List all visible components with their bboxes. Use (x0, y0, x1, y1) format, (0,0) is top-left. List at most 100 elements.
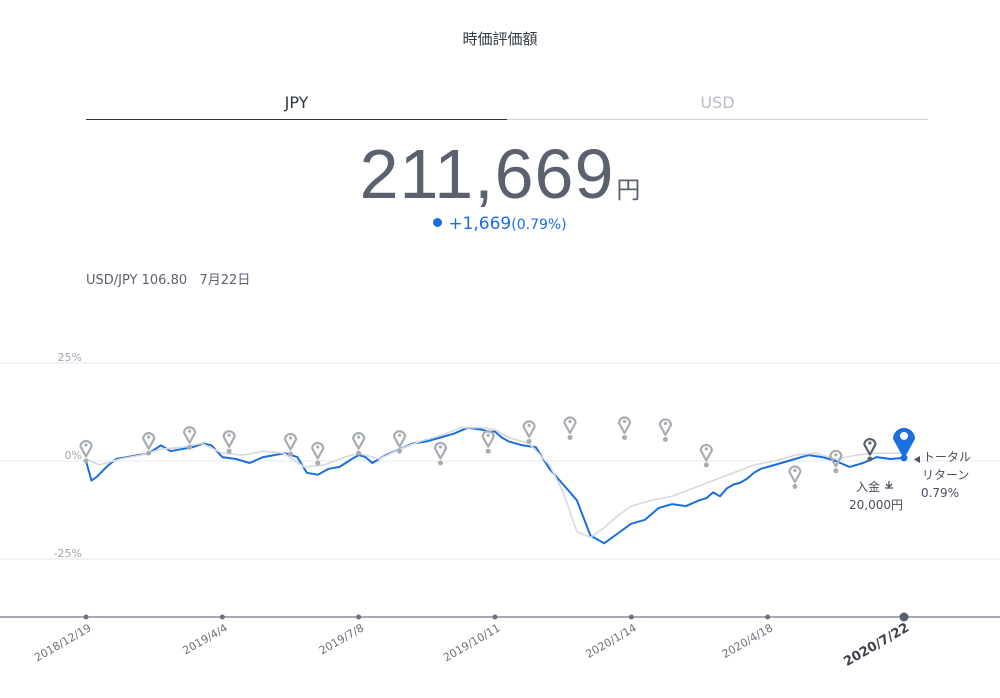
marker-grey-12 (617, 416, 632, 440)
pin-hole-18 (900, 431, 908, 440)
pin-grey-icon (522, 420, 536, 438)
marker-grey-5 (311, 441, 325, 466)
pin-grey-icon (392, 430, 407, 448)
pin-center-6 (357, 435, 361, 439)
marker-grey-16 (829, 449, 843, 474)
pin-grey-icon (788, 465, 802, 484)
marker-dot-6 (356, 450, 362, 456)
pin-grey-icon (563, 416, 577, 435)
fx-rate-label: USD/JPY 106.80 (86, 273, 188, 288)
marker-dot-0 (83, 458, 89, 464)
marker-dot-7 (397, 448, 403, 454)
pin-center-0 (84, 443, 88, 447)
x-tick-dot-0 (83, 614, 89, 620)
x-tick-label-1: 2019/4/4 (181, 621, 230, 657)
series-line-benchmark (85, 426, 905, 539)
x-tick-label-4: 2020/1/14 (583, 621, 638, 660)
marker-dot-13 (662, 436, 668, 442)
marker-dot-14 (703, 462, 709, 468)
pin-center-2 (188, 429, 192, 433)
marker-dot-3 (226, 448, 232, 454)
change-amount: +1,669 (448, 214, 512, 234)
fx-rate-date: 7月22日 (199, 273, 251, 288)
marker-grey-8 (433, 441, 448, 466)
pin-blue-icon (893, 427, 915, 459)
marker-grey-7 (392, 430, 407, 454)
marker-blue-18 (893, 427, 915, 462)
marker-dot-8 (437, 460, 443, 466)
deposit-amount: 20,000円 (849, 498, 903, 512)
marker-dark-17 (863, 438, 877, 462)
pin-grey-icon (481, 430, 495, 448)
x-tick-label-2: 2019/7/8 (317, 621, 366, 657)
marker-grey-14 (699, 443, 713, 468)
marker-dot-2 (187, 444, 193, 450)
tab-jpy[interactable]: JPY (86, 90, 507, 120)
fx-rate: USD/JPY 106.80 7月22日 (86, 269, 250, 288)
return-percent: 0.79% (921, 486, 959, 500)
change-dot-icon (433, 218, 443, 227)
pin-center-13 (663, 421, 668, 426)
pin-grey-icon (658, 418, 673, 437)
page-title: 時価評価額 (462, 30, 538, 48)
marker-dot-17 (867, 456, 873, 462)
x-tick-label-6: 2020/7/22 (841, 620, 912, 669)
marker-dot-11 (567, 434, 573, 440)
pin-grey-icon (699, 443, 713, 462)
pin-dark-icon (863, 438, 877, 456)
marker-grey-2 (183, 426, 197, 450)
x-tick-label-3: 2019/10/11 (441, 621, 502, 664)
marker-dot-16 (833, 468, 839, 474)
marker-grey-6 (352, 432, 366, 456)
marker-grey-15 (788, 465, 802, 489)
pin-center-16 (834, 453, 838, 457)
pin-center-11 (568, 419, 572, 424)
marker-dot-4 (288, 451, 293, 457)
marker-dot-5 (315, 460, 321, 466)
currency-tabs: JPY USD (86, 90, 928, 120)
pin-grey-icon (617, 416, 632, 435)
pin-center-7 (397, 433, 402, 437)
pin-grey-icon (79, 439, 93, 458)
x-tick-dot-5 (765, 614, 771, 620)
pin-grey-icon (222, 430, 236, 448)
pin-center-4 (288, 436, 293, 440)
x-tick-dot-1 (219, 614, 225, 620)
marker-grey-3 (222, 430, 236, 454)
valuation-number: 211,669 (359, 135, 615, 213)
pin-center-15 (793, 468, 797, 473)
pin-center-10 (527, 423, 531, 427)
marker-grey-10 (522, 420, 536, 444)
x-tick-dot-3 (492, 614, 498, 620)
marker-dot-10 (526, 438, 532, 444)
pin-center-1 (147, 435, 151, 439)
pin-grey-icon (142, 432, 156, 450)
tab-usd[interactable]: USD (507, 90, 928, 120)
marker-dot-12 (622, 434, 628, 440)
pin-center-9 (486, 433, 490, 437)
x-tick-dot-2 (356, 614, 362, 620)
x-tick-label-0: 2018/12/19 (32, 621, 93, 664)
valuation-amount: 211,669円 (0, 134, 1000, 214)
pin-center-12 (622, 419, 627, 424)
pin-grey-icon (433, 441, 448, 460)
pin-grey-icon (311, 441, 325, 460)
deposit-icon (885, 481, 893, 489)
marker-grey-1 (142, 432, 156, 456)
pin-grey-icon (352, 432, 366, 450)
pin-grey-icon (183, 426, 197, 444)
return-label-1: トータル (923, 450, 971, 464)
pin-center-14 (704, 447, 708, 451)
pin-center-3 (227, 433, 231, 437)
marker-dot-9 (485, 448, 491, 454)
marker-grey-13 (658, 418, 673, 442)
marker-grey-0 (79, 439, 93, 464)
marker-grey-9 (481, 430, 495, 454)
marker-dot-1 (146, 450, 152, 456)
series-line-main (85, 426, 905, 545)
deposit-label: 入金 (856, 479, 880, 494)
y-tick-label-1: 0% (65, 449, 82, 462)
y-tick-label-2: -25% (54, 547, 82, 560)
y-tick-label-0: 25% (58, 351, 82, 364)
